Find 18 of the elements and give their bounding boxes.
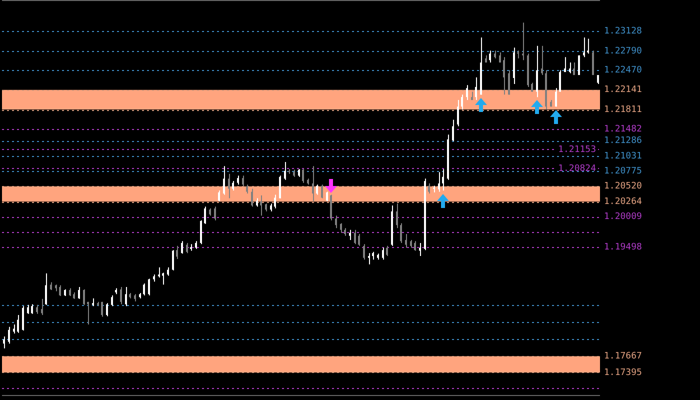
ref-line-label: 1.21153 xyxy=(558,144,596,155)
y-tick-label: 1.19498 xyxy=(604,242,642,253)
y-tick-label: 1.23128 xyxy=(604,26,642,36)
candlestick xyxy=(522,22,524,60)
y-tick-label: 1.21811 xyxy=(604,104,642,115)
ref-line-label: 1.20824 xyxy=(558,164,596,174)
y-tick-label: 1.22470 xyxy=(604,66,642,76)
y-tick-label: 1.20520 xyxy=(604,182,642,192)
y-tick-label: 1.22141 xyxy=(604,85,642,96)
y-tick-label: 1.22790 xyxy=(604,46,642,57)
y-tick-label: 1.17395 xyxy=(604,368,642,378)
y-tick-label: 1.20264 xyxy=(604,196,642,207)
y-tick-label: 1.20775 xyxy=(604,166,642,177)
y-tick-label: 1.17667 xyxy=(604,352,642,362)
y-tick-label: 1.20009 xyxy=(604,212,642,222)
y-tick-label: 1.21031 xyxy=(604,151,642,162)
y-tick-label: 1.21482 xyxy=(604,124,642,134)
y-tick-label: 1.21286 xyxy=(604,136,642,146)
